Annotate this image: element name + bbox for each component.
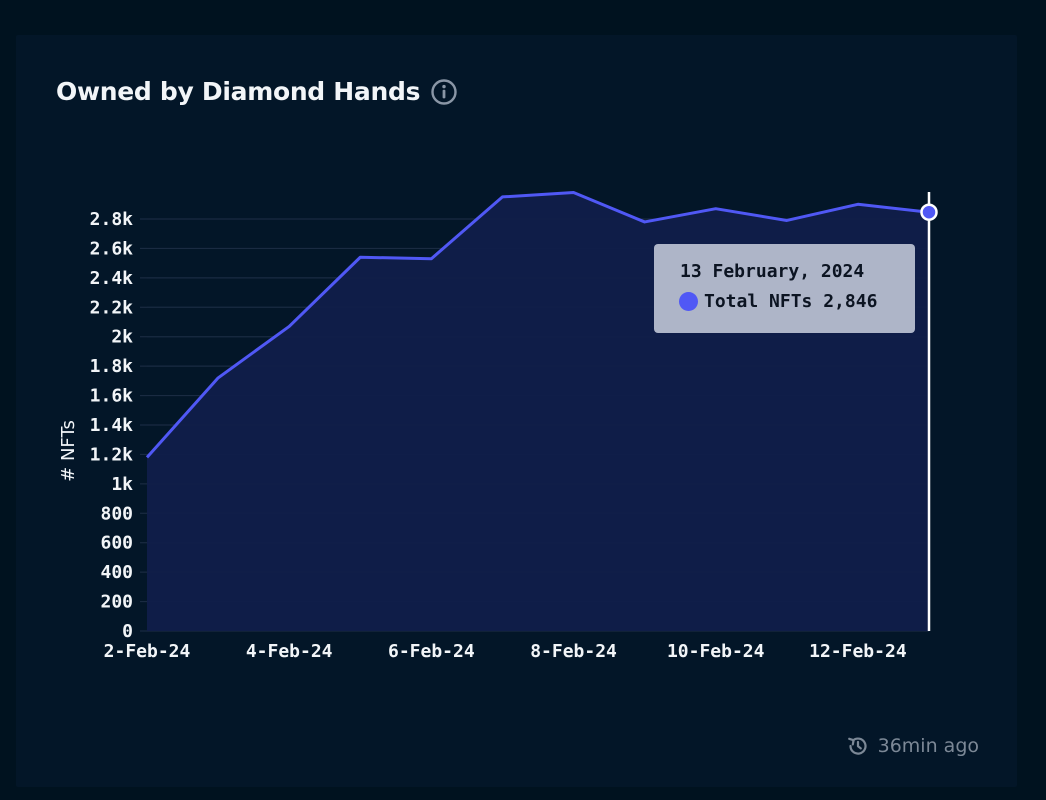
- y-tick-label: 200: [100, 592, 133, 613]
- x-axis-ticks: 2-Feb-24 4-Feb-24 6-Feb-24 8-Feb-24 10-Feb-2…: [104, 641, 907, 662]
- y-tick-label: 1.6k: [90, 386, 134, 407]
- series-color-dot: [679, 292, 698, 311]
- last-updated: 36min ago: [846, 734, 979, 758]
- history-icon: [847, 737, 867, 755]
- data-point[interactable]: [429, 257, 433, 261]
- y-tick-label: 1k: [111, 474, 133, 495]
- y-tick-label: 1.4k: [90, 415, 134, 436]
- x-tick-label: 6-Feb-24: [388, 641, 475, 662]
- area-chart[interactable]: 0 200 400 600 800 1k 1.2k 1.4k 1.6k 1.8k 2k 2.2k 2.4…: [16, 35, 1017, 787]
- y-axis-ticks: 0 200 400 600 800 1k 1.2k 1.4k 1.6k 1.8k 2k 2.2k 2.4…: [90, 209, 134, 642]
- y-tick-label: 2.6k: [90, 238, 134, 259]
- x-tick-label: 8-Feb-24: [530, 641, 617, 662]
- x-tick-label: 10-Feb-24: [667, 641, 765, 662]
- data-point[interactable]: [714, 207, 718, 211]
- card-title: Owned by Diamond Hands: [56, 77, 421, 106]
- data-point[interactable]: [572, 191, 576, 195]
- series-line: [145, 191, 930, 459]
- y-tick-label: 800: [100, 503, 133, 524]
- data-point[interactable]: [358, 255, 362, 259]
- data-point[interactable]: [287, 324, 291, 328]
- chart-card: Owned by Diamond Hands 0 200 400 600 800 1k 1.…: [16, 35, 1017, 787]
- info-circle-icon[interactable]: [430, 78, 458, 106]
- data-point[interactable]: [785, 218, 789, 222]
- y-tick-label: 1.2k: [90, 444, 134, 465]
- tooltip-series-label: Total NFTs: [704, 291, 813, 312]
- card-header: Owned by Diamond Hands: [56, 77, 458, 106]
- y-tick-label: 400: [100, 562, 133, 583]
- x-tick-label: 12-Feb-24: [809, 641, 907, 662]
- data-point[interactable]: [856, 202, 860, 206]
- x-tick-label: 2-Feb-24: [104, 641, 191, 662]
- y-tick-label: 2.4k: [90, 268, 134, 289]
- y-tick-label: 2.8k: [90, 209, 134, 230]
- updated-label: 36min ago: [877, 735, 979, 757]
- x-tick-label: 4-Feb-24: [246, 641, 333, 662]
- y-tick-label: 2k: [111, 327, 133, 348]
- tooltip-date: 13 February, 2024: [680, 261, 865, 282]
- data-point[interactable]: [145, 455, 149, 459]
- y-axis-label: # NFTs: [58, 420, 79, 482]
- hover-point-marker[interactable]: [920, 203, 938, 221]
- tooltip-series-row: Total NFTs 2,846: [679, 291, 915, 312]
- data-point[interactable]: [643, 220, 647, 224]
- data-point[interactable]: [500, 195, 504, 199]
- y-tick-label: 2.2k: [90, 297, 134, 318]
- y-tick-label: 0: [122, 621, 133, 642]
- tooltip-value: 2,846: [823, 291, 878, 312]
- chart-tooltip: 13 February, 2024 Total NFTs 2,846: [654, 244, 915, 333]
- y-tick-label: 600: [100, 533, 133, 554]
- y-tick-label: 1.8k: [90, 356, 134, 377]
- data-point[interactable]: [216, 376, 220, 380]
